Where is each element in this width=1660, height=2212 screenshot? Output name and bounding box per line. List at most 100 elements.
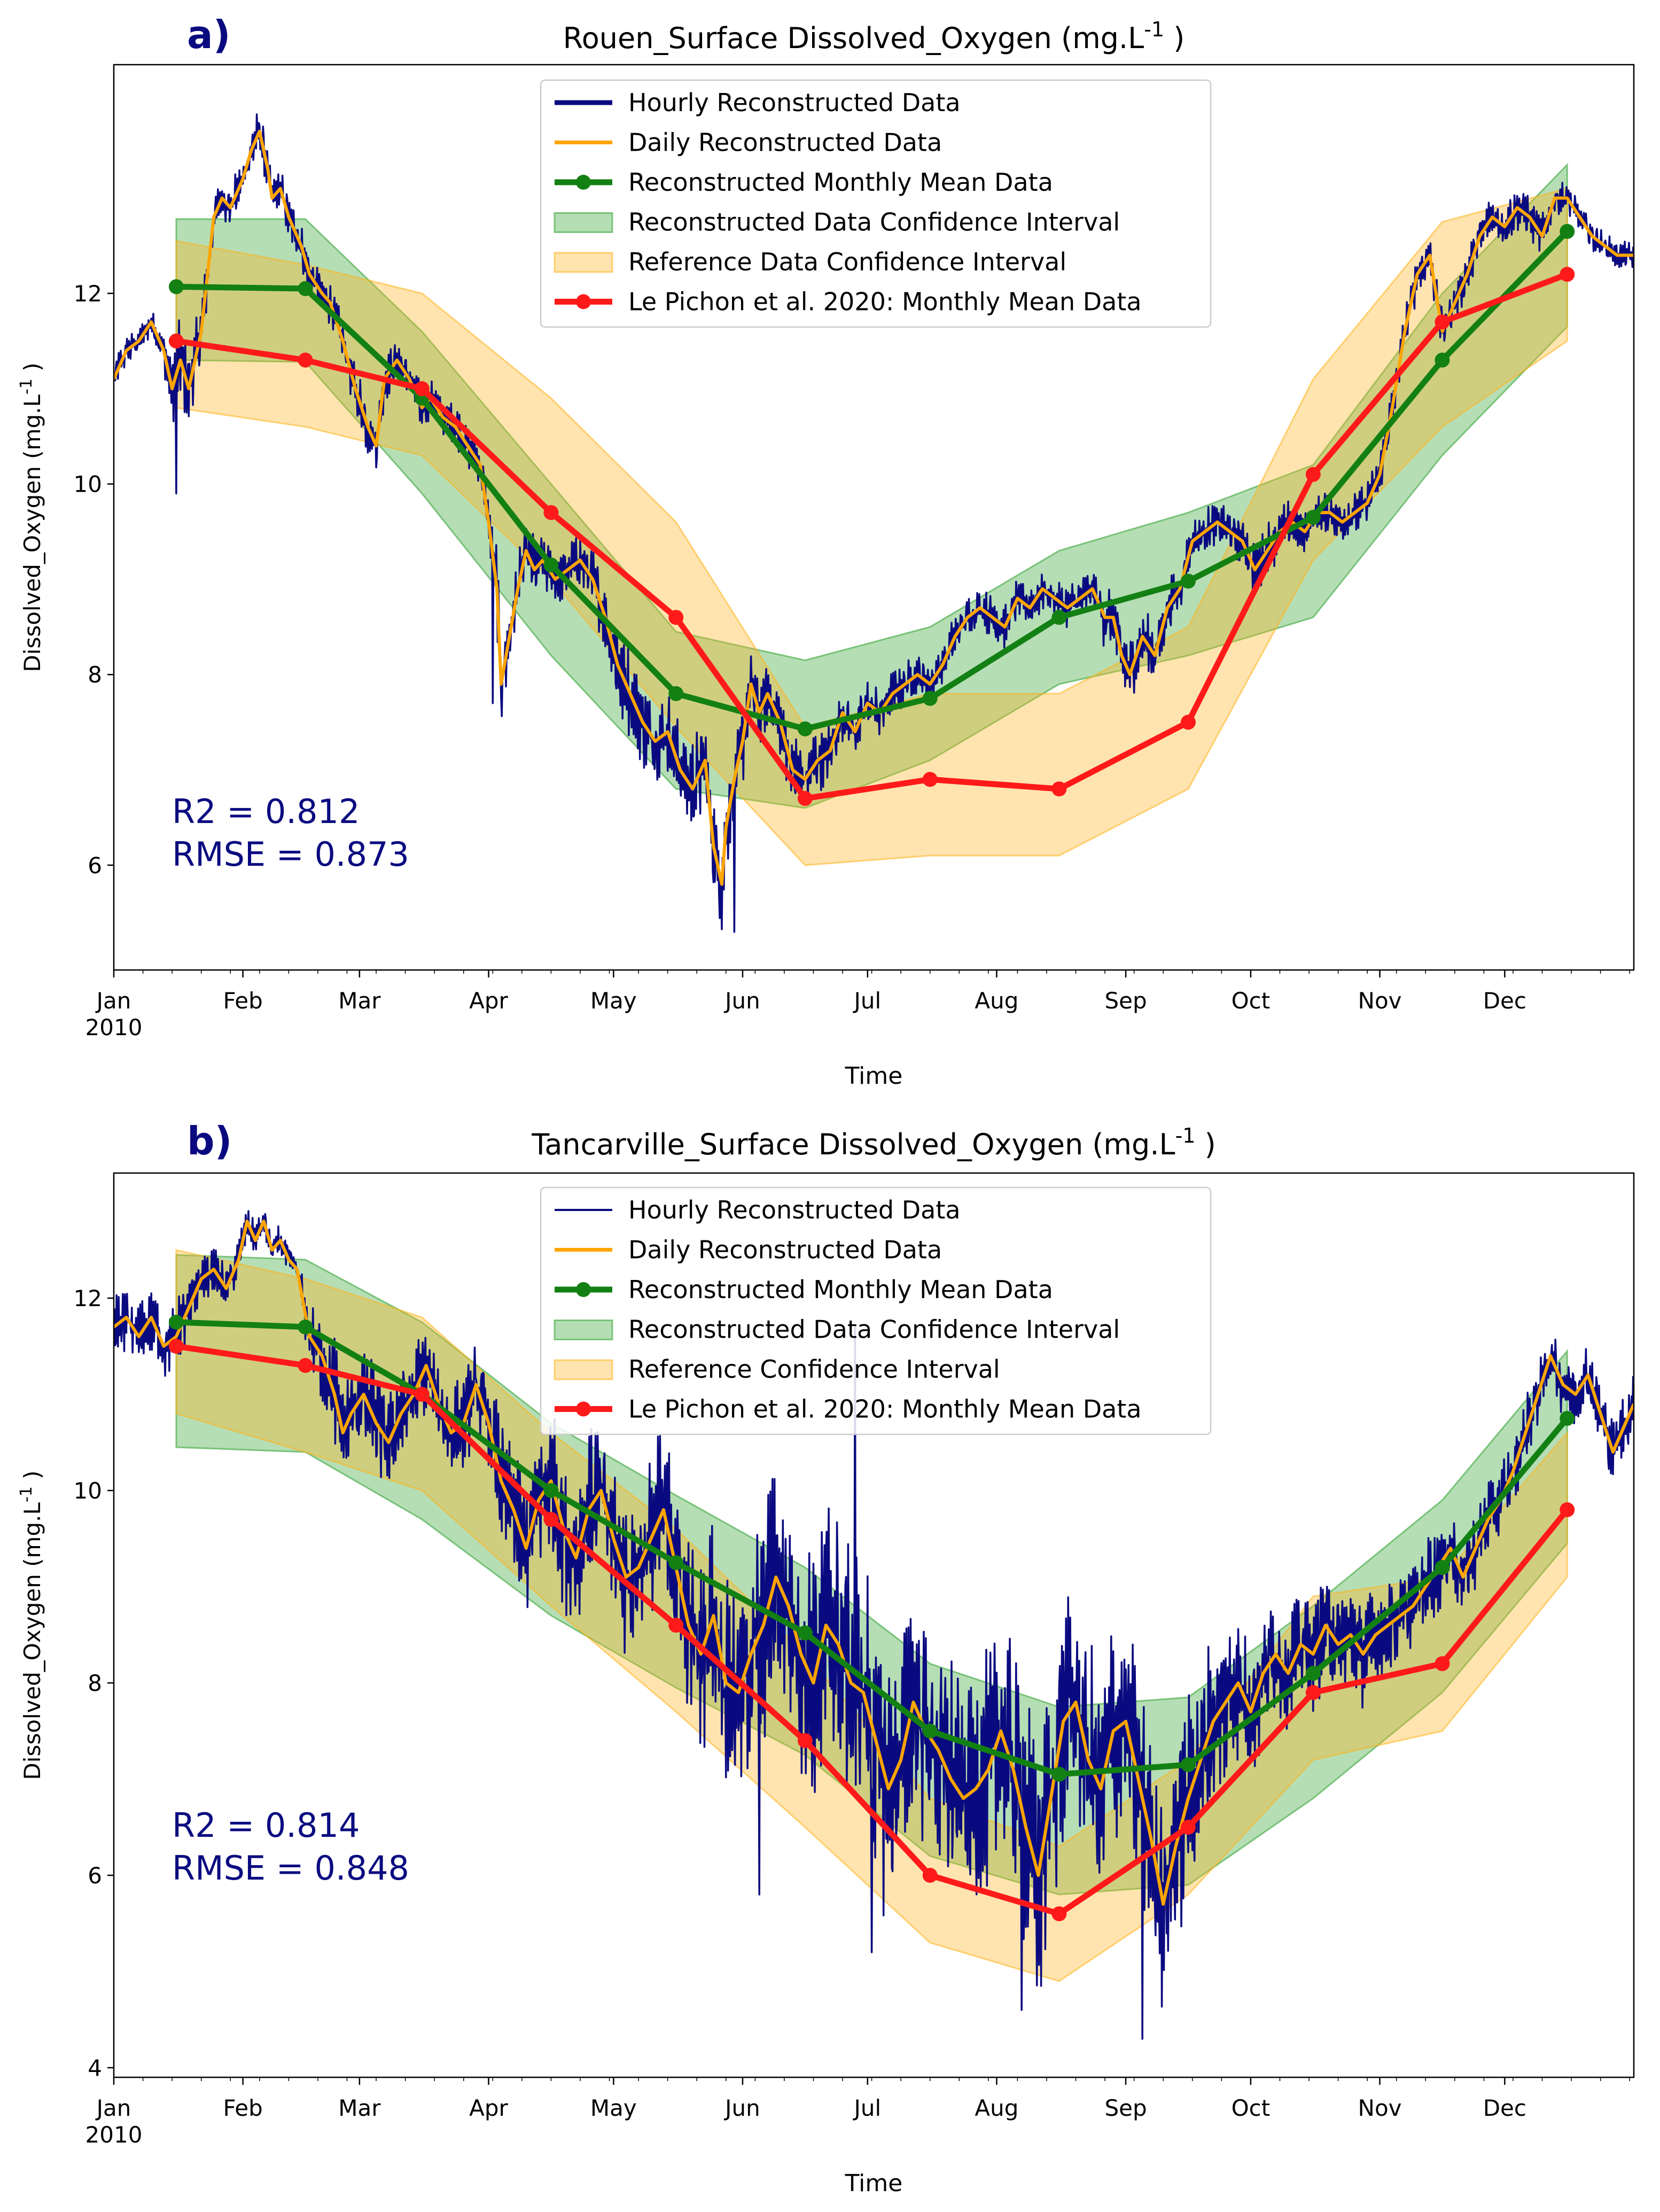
x-tick-label: Oct [1232, 2095, 1271, 2121]
x-tick-label: Dec [1483, 988, 1526, 1014]
chart-title-superscript: -1 [1175, 1124, 1196, 1147]
legend-label: Daily Reconstructed Data [628, 128, 942, 157]
chart-title-superscript: -1 [1144, 18, 1164, 41]
r2-label: R2 = 0.814 [172, 1806, 360, 1845]
reconstructed-monthly-mean-line [176, 1319, 1570, 1778]
y-tick-label: 8 [88, 1670, 102, 1696]
y-tick-label: 6 [88, 852, 102, 879]
chart-title-text: Tancarville_Surface Dissolved_Oxygen (mg… [531, 1128, 1175, 1161]
reconstructed-monthly-mean-point [668, 686, 684, 701]
x-year-label: 2010 [85, 2122, 143, 2148]
daily-reconstructed-line [114, 129, 1634, 886]
x-tick-label: Sep [1104, 988, 1147, 1014]
legend-box [540, 79, 1212, 328]
le-pichon-monthly-mean-point [414, 1387, 430, 1402]
reconstructed-monthly-mean-point [797, 1625, 813, 1641]
legend-monthly-handle-marker [576, 175, 591, 190]
x-tick-label: Dec [1483, 2095, 1526, 2121]
legend-label: Reconstructed Data Confidence Interval [628, 1315, 1120, 1344]
x-tick-label: Feb [223, 988, 262, 1014]
legend-green-band-handle [554, 212, 613, 233]
reconstructed-monthly-mean-line [176, 229, 1570, 732]
legend-label: Reconstructed Monthly Mean Data [628, 168, 1053, 197]
x-tick-label: Jul [852, 988, 881, 1014]
chart-title-end: ) [1195, 1128, 1215, 1161]
le-pichon-monthly-mean-point [668, 610, 684, 625]
legend-label: Reconstructed Monthly Mean Data [628, 1275, 1053, 1304]
x-tick-label: Aug [975, 988, 1018, 1014]
y-tick-label: 8 [88, 662, 102, 688]
le-pichon-monthly-mean-point [1180, 715, 1196, 730]
x-axis-label: Time [845, 2170, 903, 2197]
axes-frame [113, 1172, 1635, 2078]
reconstructed-monthly-mean-point [298, 281, 313, 297]
x-tick-label: Jun [723, 988, 760, 1014]
x-tick-label: Mar [338, 2095, 381, 2121]
legend-lepichon-handle-marker [576, 294, 591, 309]
reconstructed-monthly-mean-point [168, 279, 184, 294]
legend-orange-band-handle [554, 1359, 613, 1380]
reconstructed-monthly-mean-point [1051, 610, 1067, 625]
axes-frame [113, 64, 1635, 971]
daily-reconstructed-line [114, 1220, 1634, 1906]
y-axis-label-superscript: -1 [17, 1486, 36, 1502]
reconstructed-monthly-mean-point [922, 1724, 938, 1738]
y-tick-label: 10 [74, 471, 102, 498]
le-pichon-monthly-mean-point [298, 1358, 313, 1373]
le-pichon-monthly-mean-point [922, 1868, 938, 1883]
y-tick-label: 6 [88, 1862, 102, 1889]
reconstructed-monthly-mean-point [168, 1315, 184, 1330]
legend-label: Reference Confidence Interval [628, 1355, 1000, 1384]
y-axis-label: Dissolved_Oxygen (mg.L-1 ) [17, 1470, 45, 1780]
le-pichon-monthly-mean-point [1051, 781, 1067, 797]
le-pichon-monthly-mean-point [298, 352, 313, 368]
chart-title-text: Rouen_Surface Dissolved_Oxygen (mg.L [563, 21, 1144, 55]
legend-monthly-handle-marker [576, 1282, 591, 1297]
reconstructed-monthly-mean-point [543, 1483, 559, 1498]
legend-label: Hourly Reconstructed Data [628, 88, 961, 117]
le-pichon-monthly-mean-point [922, 772, 938, 787]
le-pichon-monthly-mean-point [1305, 467, 1321, 482]
y-axis-label-text: Dissolved_Oxygen (mg.L [19, 1502, 45, 1780]
le-pichon-monthly-mean-point [1560, 267, 1575, 282]
x-tick-label: Nov [1358, 2095, 1402, 2121]
x-tick-label: Apr [469, 2095, 508, 2121]
x-tick-label: May [590, 2095, 637, 2121]
chart-title: Tancarville_Surface Dissolved_Oxygen (mg… [531, 1124, 1215, 1161]
x-tick-label: Jan [95, 2095, 131, 2121]
reconstructed-monthly-mean-point [1180, 573, 1196, 589]
reconstructed-monthly-mean-point [1305, 510, 1321, 525]
le-pichon-monthly-mean-point [1305, 1685, 1321, 1700]
x-tick-label: May [590, 988, 637, 1014]
x-tick-label: Mar [338, 988, 381, 1014]
legend-label: Le Pichon et al. 2020: Monthly Mean Data [628, 288, 1142, 316]
le-pichon-monthly-mean-point [543, 1512, 559, 1527]
reconstructed-monthly-mean-point [668, 1555, 684, 1570]
rmse-label: RMSE = 0.873 [172, 835, 409, 874]
x-tick-label: Jan [95, 988, 131, 1014]
legend-orange-band-handle [554, 252, 613, 273]
y-axis-label: Dissolved_Oxygen (mg.L-1 ) [17, 362, 45, 672]
panel-b: 4 6 8 10 12 Jan Feb Mar Apr May Jun Jul Aug Sep Oct Nov… [17, 1119, 1635, 2197]
r2-label: R2 = 0.812 [172, 792, 360, 831]
le-pichon-monthly-mean-point [1435, 314, 1450, 330]
y-tick-label: 12 [74, 281, 102, 307]
le-pichon-monthly-mean-point [168, 1339, 184, 1354]
x-tick-label: Jul [852, 2095, 881, 2121]
reconstructed-monthly-mean-point [1560, 1411, 1575, 1426]
le-pichon-monthly-mean-point [168, 333, 184, 349]
reconstructed-monthly-mean-point [298, 1320, 313, 1334]
legend-lepichon-handle-marker [576, 1401, 591, 1417]
reconstructed-monthly-mean-point [797, 721, 813, 736]
x-tick-label: Apr [469, 988, 508, 1014]
rmse-label: RMSE = 0.848 [172, 1849, 409, 1888]
chart-title-end: ) [1164, 21, 1184, 55]
x-tick-label: Nov [1358, 988, 1402, 1014]
legend-label: Daily Reconstructed Data [628, 1236, 942, 1264]
legend-label: Le Pichon et al. 2020: Monthly Mean Data [628, 1395, 1142, 1424]
x-tick-label: Aug [975, 2095, 1018, 2121]
legend-label: Hourly Reconstructed Data [628, 1196, 961, 1224]
reconstructed-monthly-mean-point [543, 557, 559, 573]
